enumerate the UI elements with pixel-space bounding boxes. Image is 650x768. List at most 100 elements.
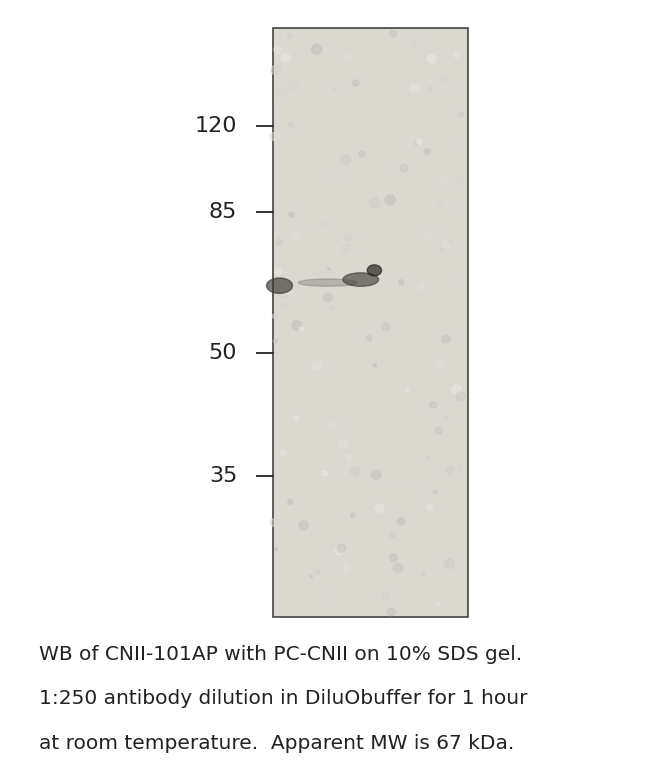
Circle shape bbox=[445, 559, 454, 568]
Circle shape bbox=[346, 455, 352, 460]
Circle shape bbox=[422, 572, 425, 575]
Ellipse shape bbox=[298, 279, 357, 286]
Circle shape bbox=[322, 471, 328, 476]
Circle shape bbox=[280, 300, 287, 308]
Circle shape bbox=[326, 601, 330, 605]
Circle shape bbox=[387, 608, 395, 616]
Circle shape bbox=[430, 402, 437, 408]
Circle shape bbox=[337, 545, 346, 552]
Circle shape bbox=[389, 554, 398, 561]
Circle shape bbox=[369, 198, 379, 207]
Circle shape bbox=[410, 84, 419, 92]
Circle shape bbox=[398, 483, 402, 487]
Circle shape bbox=[426, 456, 430, 459]
Circle shape bbox=[414, 141, 419, 145]
Circle shape bbox=[455, 276, 461, 282]
Circle shape bbox=[439, 76, 445, 82]
Circle shape bbox=[341, 155, 350, 164]
Circle shape bbox=[398, 280, 404, 285]
Circle shape bbox=[291, 202, 301, 211]
Circle shape bbox=[371, 482, 375, 485]
Circle shape bbox=[330, 557, 335, 563]
Circle shape bbox=[334, 88, 337, 91]
Circle shape bbox=[320, 225, 327, 231]
Ellipse shape bbox=[266, 278, 292, 293]
Circle shape bbox=[372, 470, 381, 479]
Circle shape bbox=[406, 388, 410, 391]
Circle shape bbox=[276, 239, 282, 245]
Circle shape bbox=[458, 467, 463, 472]
Circle shape bbox=[330, 306, 335, 310]
Circle shape bbox=[276, 87, 287, 97]
Text: 1:250 antibody dilution in DiluObuffer for 1 hour: 1:250 antibody dilution in DiluObuffer f… bbox=[39, 690, 528, 708]
Circle shape bbox=[378, 194, 382, 198]
Circle shape bbox=[421, 488, 425, 492]
Circle shape bbox=[438, 201, 441, 204]
Circle shape bbox=[310, 575, 313, 578]
Circle shape bbox=[436, 427, 443, 434]
Circle shape bbox=[345, 235, 352, 241]
Circle shape bbox=[382, 323, 389, 331]
Circle shape bbox=[458, 111, 463, 117]
Circle shape bbox=[454, 205, 457, 209]
Circle shape bbox=[285, 34, 290, 38]
Circle shape bbox=[400, 164, 408, 172]
Circle shape bbox=[382, 593, 389, 600]
Circle shape bbox=[270, 519, 278, 526]
Circle shape bbox=[375, 505, 384, 512]
Circle shape bbox=[299, 326, 304, 331]
Circle shape bbox=[289, 212, 294, 217]
Circle shape bbox=[456, 179, 463, 186]
Circle shape bbox=[373, 364, 376, 367]
Circle shape bbox=[335, 546, 344, 555]
Circle shape bbox=[451, 85, 461, 94]
Circle shape bbox=[418, 283, 424, 290]
Text: 85: 85 bbox=[209, 202, 237, 222]
Circle shape bbox=[281, 451, 285, 455]
Circle shape bbox=[450, 137, 459, 145]
Circle shape bbox=[275, 269, 281, 275]
Circle shape bbox=[387, 588, 391, 592]
Circle shape bbox=[328, 267, 330, 270]
Circle shape bbox=[274, 46, 282, 54]
Text: 50: 50 bbox=[209, 343, 237, 363]
Circle shape bbox=[270, 133, 278, 141]
Circle shape bbox=[289, 123, 292, 127]
Text: 120: 120 bbox=[195, 116, 237, 136]
Circle shape bbox=[434, 490, 437, 494]
Circle shape bbox=[274, 548, 278, 551]
Circle shape bbox=[393, 563, 403, 572]
Circle shape bbox=[284, 288, 291, 294]
Circle shape bbox=[316, 571, 320, 574]
Circle shape bbox=[343, 565, 350, 571]
Circle shape bbox=[341, 241, 348, 248]
Circle shape bbox=[272, 314, 276, 318]
Circle shape bbox=[389, 31, 396, 37]
Circle shape bbox=[445, 416, 448, 419]
Circle shape bbox=[299, 521, 308, 530]
Circle shape bbox=[446, 466, 454, 475]
Circle shape bbox=[412, 39, 417, 45]
Circle shape bbox=[343, 53, 350, 60]
Circle shape bbox=[325, 593, 332, 599]
Circle shape bbox=[285, 131, 289, 134]
Ellipse shape bbox=[367, 265, 382, 276]
Circle shape bbox=[271, 65, 281, 74]
Circle shape bbox=[440, 248, 443, 251]
Circle shape bbox=[429, 88, 432, 91]
Text: WB of CNII-101AP with PC-CNII on 10% SDS gel.: WB of CNII-101AP with PC-CNII on 10% SDS… bbox=[39, 645, 522, 664]
Circle shape bbox=[417, 139, 423, 144]
Circle shape bbox=[292, 231, 300, 238]
Circle shape bbox=[426, 505, 433, 511]
Circle shape bbox=[350, 468, 359, 475]
Text: 35: 35 bbox=[209, 466, 237, 486]
Circle shape bbox=[398, 518, 405, 525]
Circle shape bbox=[389, 533, 395, 538]
Circle shape bbox=[292, 321, 302, 330]
Circle shape bbox=[442, 335, 450, 343]
Circle shape bbox=[427, 55, 436, 63]
Circle shape bbox=[274, 339, 277, 343]
Circle shape bbox=[326, 419, 334, 428]
Text: at room temperature.  Apparent MW is 67 kDa.: at room temperature. Apparent MW is 67 k… bbox=[39, 733, 514, 753]
Circle shape bbox=[313, 361, 322, 370]
